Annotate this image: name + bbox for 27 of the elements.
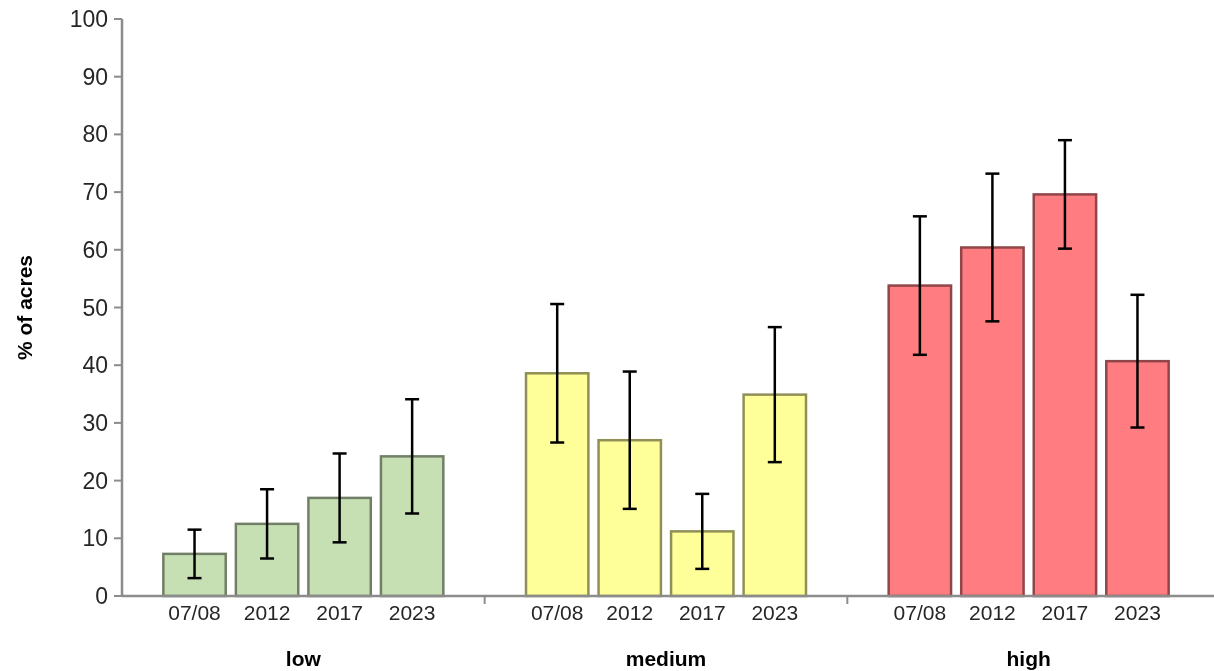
y-tick-label: 90	[82, 63, 108, 90]
y-tick-label: 70	[82, 179, 108, 206]
x-tick-label: 2017	[1041, 601, 1089, 624]
x-tick-label: 2023	[751, 601, 799, 624]
y-tick-label: 10	[82, 525, 108, 552]
y-tick-label: 40	[82, 352, 108, 379]
text: high	[1006, 647, 1051, 670]
y-tick-label: 30	[82, 409, 108, 436]
y-tick-label: 60	[82, 236, 108, 263]
x-tick-label: 07/08	[168, 601, 221, 624]
x-tick-label: 2012	[606, 601, 654, 624]
x-tick-label: 07/08	[530, 601, 584, 624]
y-tick-label: 80	[82, 121, 108, 148]
x-tick-label: 2023	[1114, 601, 1161, 624]
text: low	[285, 647, 322, 670]
x-tick-label: 2017	[678, 601, 726, 624]
y-axis-title: % of acres	[13, 254, 36, 361]
x-tick-label: 2012	[243, 601, 291, 624]
y-tick-label: 20	[82, 467, 108, 494]
y-tick-label: 0	[95, 583, 108, 610]
x-tick-label: 07/08	[893, 601, 947, 624]
x-tick-label: 2023	[388, 601, 436, 624]
x-tick-label: 2017	[316, 601, 363, 624]
text: medium	[625, 647, 707, 670]
y-tick-label: 50	[82, 294, 108, 321]
x-tick-label: 2012	[969, 601, 1016, 624]
y-tick-label: 100	[69, 6, 108, 33]
